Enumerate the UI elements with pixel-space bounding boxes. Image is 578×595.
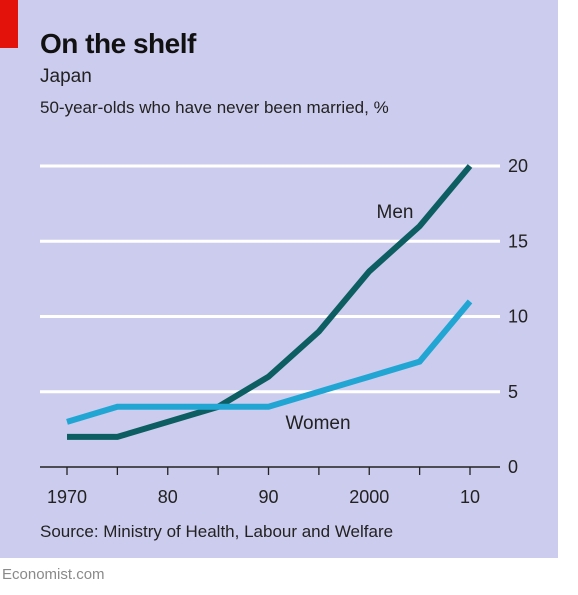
source-note: Source: Ministry of Health, Labour and W… xyxy=(40,522,394,541)
brand-accent-tab xyxy=(0,0,18,48)
chart-title: On the shelf xyxy=(40,28,196,59)
x-tick-label: 10 xyxy=(460,487,480,507)
chart-subtitle: Japan xyxy=(40,66,92,87)
x-tick-label: 1970 xyxy=(47,487,87,507)
x-tick-label: 90 xyxy=(258,487,278,507)
x-tick-label: 2000 xyxy=(349,487,389,507)
y-axis-label: 50-year-olds who have never been married… xyxy=(40,98,389,117)
y-tick-label: 10 xyxy=(508,307,528,327)
series-line-women xyxy=(66,299,473,425)
x-tick-label: 80 xyxy=(158,487,178,507)
series-label-men: Men xyxy=(377,202,414,223)
series-line-men xyxy=(67,164,473,440)
y-tick-label: 15 xyxy=(508,231,528,251)
y-tick-label: 0 xyxy=(508,457,518,477)
publisher-credit: Economist.com xyxy=(2,566,105,583)
series-label-women: Women xyxy=(285,413,350,434)
y-tick-label: 20 xyxy=(508,156,528,176)
chart-panel xyxy=(0,0,558,558)
y-tick-label: 5 xyxy=(508,382,518,402)
